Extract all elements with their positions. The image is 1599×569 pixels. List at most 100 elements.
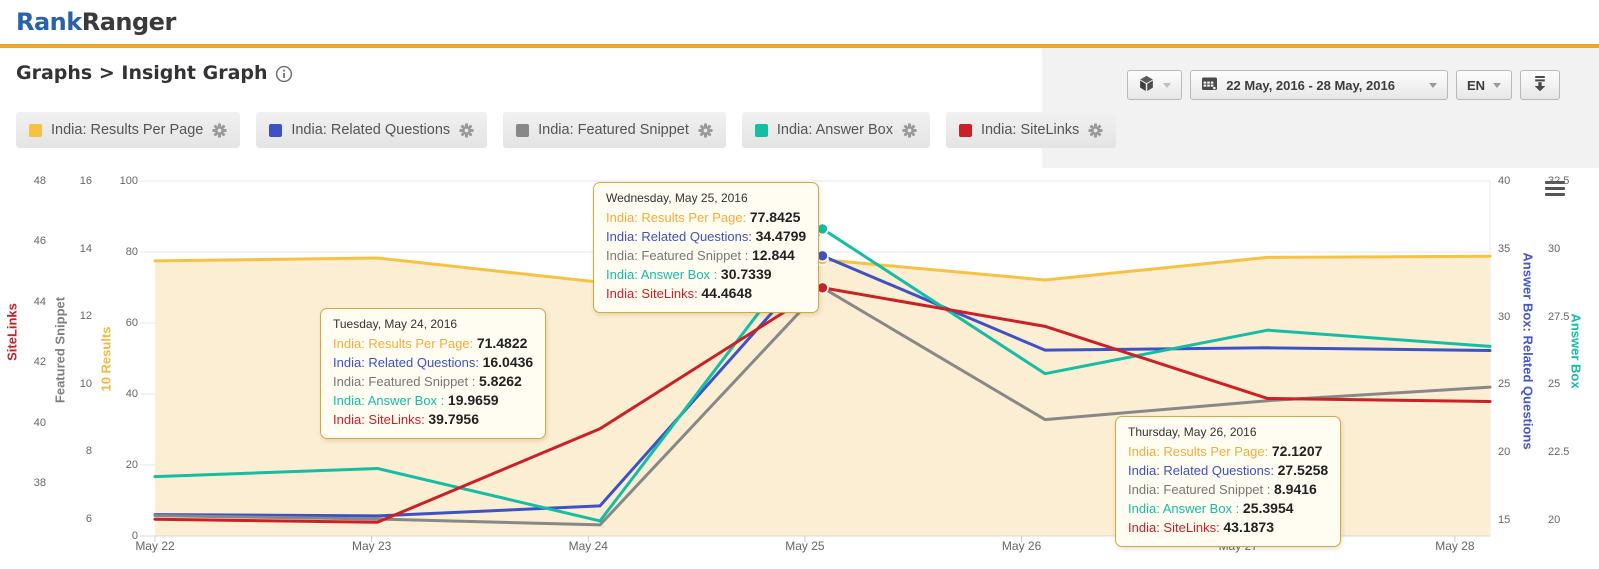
tooltip-series-row: India: Featured Snippet : 5.8262 [333,373,522,389]
axis-tick-label: 40 [125,388,138,400]
tooltip-series-row: India: Answer Box : 30.7339 [606,266,772,282]
axis-title: Answer Box: Related Questions [1520,251,1536,450]
rankranger-logo[interactable]: RankRanger [16,8,176,36]
date-range-button[interactable]: 22 May, 2016 - 28 May, 2016 [1190,70,1448,100]
logo-rank: Rank [16,8,82,36]
legend-chip-label: India: Answer Box [776,122,893,138]
axis-tick-label: 100 [119,175,138,187]
tooltip-date: Thursday, May 26, 2016 [1128,425,1257,439]
tooltip-series-row: India: Related Questions: 34.4799 [606,228,807,244]
language-button[interactable]: EN [1455,70,1512,100]
tooltip-series-row: India: Related Questions: 16.0436 [333,354,534,370]
tooltip-series-row: India: Results Per Page: 77.8425 [606,209,801,225]
axis-tick-label: 42 [33,356,46,369]
subheader: Graphs > Insight Graph [0,48,1599,168]
legend-chip-label: India: Related Questions [291,122,451,138]
axis-tick-label: 22.5 [1548,446,1570,459]
chevron-down-icon [1163,82,1172,88]
tooltip-date: Tuesday, May 24, 2016 [333,317,458,331]
x-axis-label: May 22 [135,539,175,553]
legend-chip[interactable]: India: Answer Box [741,112,930,148]
download-icon [1532,75,1548,95]
series-color-swatch [269,123,283,137]
x-axis-label: May 26 [1001,539,1042,553]
tooltip-series-row: India: Featured Snippet : 8.9416 [1128,481,1317,497]
legend-chip-label: India: Results Per Page [51,122,204,138]
x-axis-label: May 23 [351,539,392,553]
legend-chip[interactable]: India: Featured Snippet [503,112,726,148]
tooltip-series-row: India: Featured Snippet : 12.844 [606,247,795,263]
axis-tick-label: 0 [131,530,138,542]
axis-tick-label: 60 [125,317,138,329]
legend-chip-label: India: Featured Snippet [538,122,689,138]
series-legend: India: Results Per Page India: Related Qu… [16,112,1117,148]
chart-tooltip: Tuesday, May 24, 2016 India: Results Per… [320,308,547,439]
app-header: RankRanger [0,0,1599,44]
axis-tick-label: 14 [79,242,92,255]
axis-tick-label: 15 [1498,514,1511,526]
tooltip-series-row: India: Answer Box : 19.9659 [333,392,499,408]
x-axis-label: May 28 [1435,539,1475,553]
tooltip-series-row: India: Answer Box : 25.3954 [1128,500,1294,516]
language-label: EN [1466,77,1485,93]
gear-icon[interactable] [902,122,917,138]
series-color-swatch [958,123,972,137]
axis-title: Featured Snippet [52,296,68,404]
tooltip-series-row: India: Results Per Page: 72.1207 [1128,443,1323,459]
tooltip-series-row: India: Results Per Page: 71.4822 [333,335,528,351]
legend-chip[interactable]: India: Related Questions [256,112,488,148]
axis-tick-label: 35 [1498,242,1511,255]
axis-tick-label: 30 [1498,310,1511,323]
axis-tick-label: 8 [85,445,92,458]
series-color-swatch [29,123,42,137]
chevron-down-icon [1428,82,1437,88]
axis-tick-label: 6 [85,513,92,525]
chart-context-menu-icon[interactable] [1543,176,1567,201]
accent-rule [0,44,1599,48]
axis-tick-label: 40 [1498,175,1511,187]
tooltip-series-row: India: SiteLinks: 43.1873 [1128,519,1274,535]
axis-tick-label: 46 [33,235,46,248]
axis-tick-label: 40 [33,416,46,429]
gear-icon[interactable] [459,122,474,138]
legend-chip[interactable]: India: Results Per Page [16,112,241,148]
gear-icon[interactable] [698,122,713,138]
axis-tick-label: 38 [33,477,46,489]
page-title: Graphs > Insight Graph [16,62,268,84]
axis-tick-label: 30 [1548,242,1561,255]
axis-tick-label: 20 [125,459,138,471]
gear-icon[interactable] [212,122,227,138]
series-color-swatch [516,123,530,137]
subheader-panel [0,48,1042,168]
axis-tick-label: 10 [79,377,92,390]
tooltip-series-row: India: SiteLinks: 39.7956 [333,411,479,427]
axis-title: 10 Results [98,325,114,392]
chart-tooltip: Wednesday, May 25, 2016 India: Results P… [593,182,820,313]
cube-icon [1138,75,1155,95]
breadcrumb: Graphs > Insight Graph [16,62,293,84]
series-color-swatch [754,123,768,137]
x-axis-label: May 25 [785,539,825,553]
chart-tooltip: Thursday, May 26, 2016 India: Results Pe… [1115,416,1342,547]
axis-tick-label: 12 [79,310,92,323]
axis-tick-label: 20 [1548,514,1561,526]
axis-tick-label: 25 [1498,378,1511,391]
legend-chip-label: India: SiteLinks [980,122,1080,138]
axis-tick-label: 44 [33,295,46,308]
insight-graph-chart: Tuesday, May 24, 2016 India: Results Per… [0,168,1599,569]
calendar-icon [1201,76,1218,94]
info-icon[interactable] [275,65,293,83]
axis-tick-label: 32.5 [1548,175,1570,187]
legend-chip[interactable]: India: SiteLinks [945,112,1117,148]
axis-title: Answer Box [1568,312,1584,389]
toolbar: 22 May, 2016 - 28 May, 2016 EN [1127,70,1560,100]
tooltip-series-row: India: Related Questions: 27.5258 [1128,462,1329,478]
download-button[interactable] [1520,70,1560,100]
chevron-down-icon [1493,82,1501,88]
axis-tick-label: 80 [125,246,138,258]
view-mode-button[interactable] [1127,70,1183,100]
axis-title: SiteLinks [4,303,20,361]
axis-tick-label: 16 [79,175,92,187]
date-range-label: 22 May, 2016 - 28 May, 2016 [1226,77,1395,93]
gear-icon[interactable] [1088,122,1103,138]
